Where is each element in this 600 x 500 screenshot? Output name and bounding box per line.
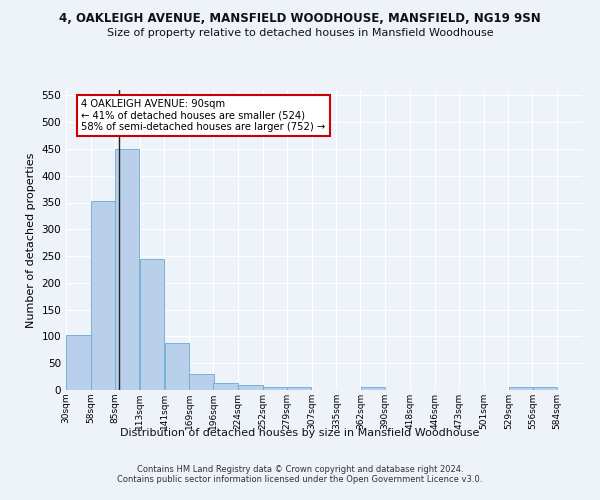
Bar [91,201,115,390]
Bar [66,335,91,390]
Y-axis label: Number of detached properties: Number of detached properties [26,152,36,328]
Text: Contains HM Land Registry data © Crown copyright and database right 2024.
Contai: Contains HM Land Registry data © Crown c… [118,465,482,484]
Text: 4, OAKLEIGH AVENUE, MANSFIELD WOODHOUSE, MANSFIELD, NG19 9SN: 4, OAKLEIGH AVENUE, MANSFIELD WOODHOUSE,… [59,12,541,26]
Bar [190,374,214,390]
Bar [287,388,311,390]
Bar [164,343,189,390]
Bar [238,384,263,390]
Bar [361,388,385,390]
Bar [263,387,287,390]
Bar [140,259,164,390]
Text: Size of property relative to detached houses in Mansfield Woodhouse: Size of property relative to detached ho… [107,28,493,38]
Text: 4 OAKLEIGH AVENUE: 90sqm
← 41% of detached houses are smaller (524)
58% of semi-: 4 OAKLEIGH AVENUE: 90sqm ← 41% of detach… [82,99,326,132]
Bar [533,388,557,390]
Bar [115,150,139,390]
Bar [509,388,533,390]
Text: Distribution of detached houses by size in Mansfield Woodhouse: Distribution of detached houses by size … [121,428,479,438]
Bar [214,382,238,390]
